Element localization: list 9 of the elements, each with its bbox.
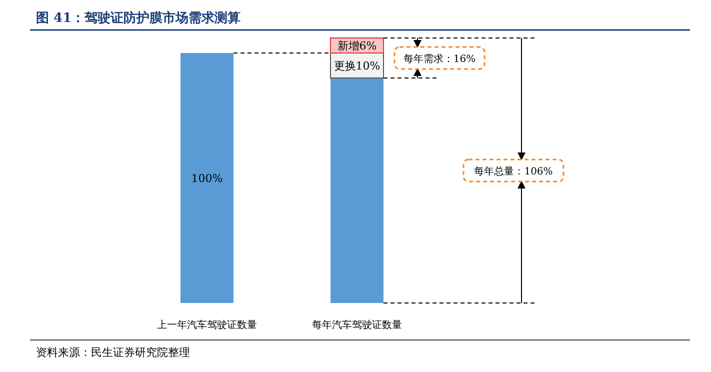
text: 每年总量：106% — [474, 166, 553, 178]
text: 资料来源：民生证券研究院整理 — [36, 346, 190, 359]
annotation: 每年需求：16% — [403, 53, 476, 65]
x-tick-label: 上一年汽车驾驶证数量 — [157, 319, 257, 331]
x-tick-label: 每年汽车驾驶证数量 — [312, 319, 402, 331]
data-label: 100% — [191, 172, 223, 185]
data-label: 更换10% — [334, 60, 380, 72]
data-label: 新增6% — [337, 40, 377, 52]
chart-title: 图 41：驾驶证防护膜市场需求测算 — [36, 10, 241, 26]
